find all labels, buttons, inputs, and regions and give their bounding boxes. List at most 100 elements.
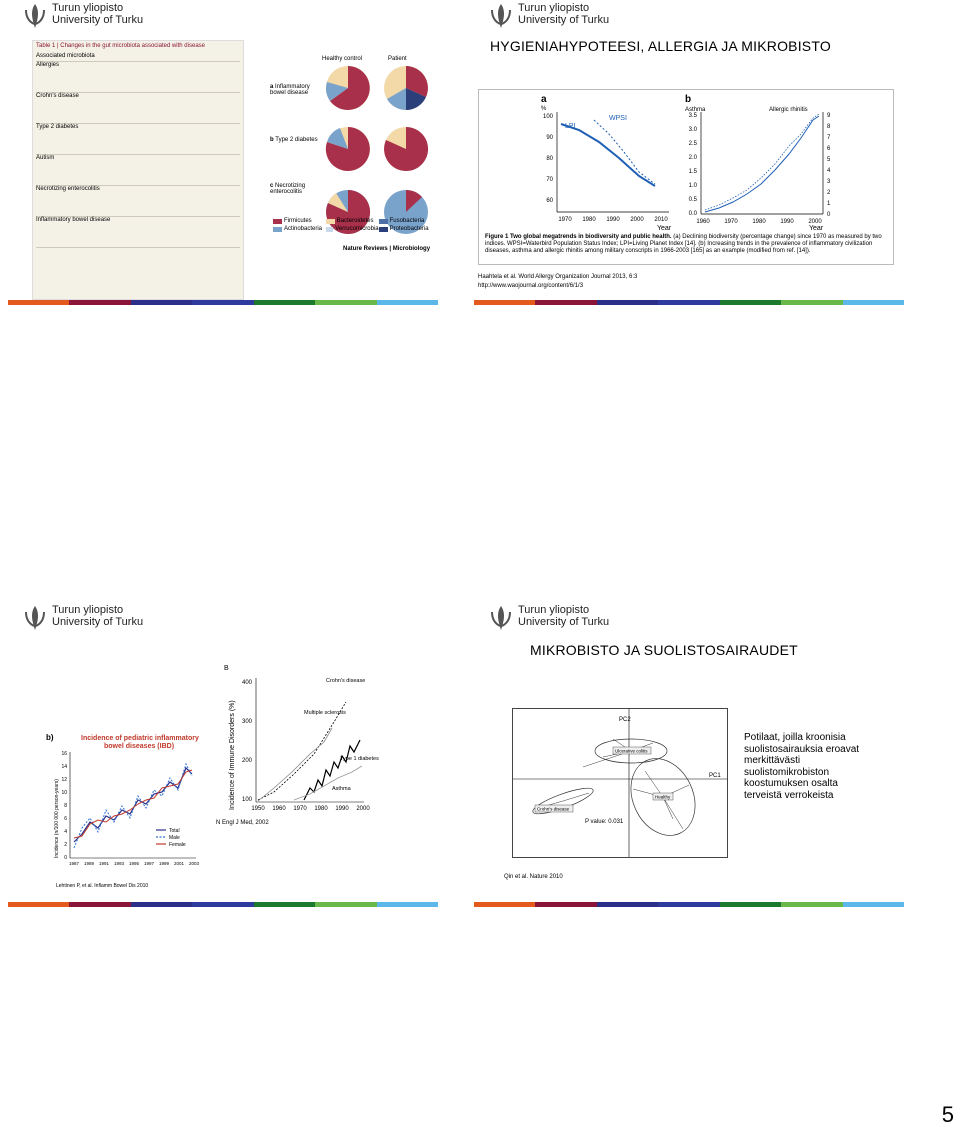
imm-ylabel: Incidence of Immune Disorders (%) <box>229 700 236 810</box>
cd-group-label: Crohn's disease <box>537 807 570 812</box>
y-tick-label: 0.5 <box>689 197 698 203</box>
color-stripe <box>474 300 904 305</box>
healthy-control-header: Healthy control <box>322 56 363 62</box>
legend-label: Verrucomicrobia <box>335 226 379 232</box>
stripe-segment <box>535 300 597 305</box>
x-tick-label: 1980 <box>582 217 596 223</box>
pie-ibd-patient <box>384 66 428 110</box>
slide-2: Turun yliopisto University of Turku HYGI… <box>474 0 904 310</box>
panel-a-label: a <box>541 94 547 105</box>
university-name-en: University of Turku <box>52 14 144 26</box>
y-tick-label-right: 2 <box>827 190 831 196</box>
y-tick-label-right: 1 <box>827 201 831 207</box>
table-title: Table 1 | Changes in the gut microbiota … <box>36 43 205 49</box>
university-logo: Turun yliopisto University of Turku <box>488 2 609 30</box>
y-tick-label-right: 4 <box>827 168 831 174</box>
crohns-label: Crohn's disease <box>326 678 365 684</box>
y-tick-label-right: 8 <box>827 124 831 130</box>
row-b-label: Type 2 diabetes <box>275 137 318 143</box>
y-tick-label: 90 <box>546 135 553 141</box>
table-row: Inflammatory bowel disease <box>36 217 240 248</box>
slide-title: MIKROBISTO JA SUOLISTOSAIRAUDET <box>530 642 798 658</box>
stripe-segment <box>376 902 438 907</box>
table-row: Crohn's disease <box>36 93 240 124</box>
rhinitis-series <box>704 113 820 211</box>
t1d-line <box>303 739 361 801</box>
stripe-segment <box>658 300 720 305</box>
x-tick-label: 1997 <box>144 861 155 866</box>
university-name-fi: Turun yliopisto <box>52 604 124 616</box>
university-emblem-icon <box>491 606 511 630</box>
wpsi-label: WPSI <box>609 115 627 122</box>
stripe-segment <box>315 902 377 907</box>
university-name-en: University of Turku <box>518 616 610 628</box>
stripe-segment <box>719 902 782 907</box>
imm-yticks: 400 300 200 100 <box>242 680 253 803</box>
x-tick-label: 1960 <box>696 219 710 225</box>
x-tick-label: 2003 <box>189 861 200 866</box>
y-tick-label: 0.0 <box>689 211 698 217</box>
pie-ibd-healthy <box>326 66 370 110</box>
stripe-segment <box>130 300 193 305</box>
row-a-label: Inflammatory bowel disease <box>270 84 310 96</box>
x-tick-label: 2010 <box>654 217 668 223</box>
stripe-segment <box>781 300 843 305</box>
y-tick-label-right: 5 <box>827 157 831 163</box>
y-tick-label-right: 0 <box>827 212 831 218</box>
x-tick-label: 1993 <box>114 861 125 866</box>
y-tick-label: 1.0 <box>689 183 698 189</box>
summary-line: merkittävästi <box>744 755 801 766</box>
x-tick-label: 1960 <box>272 806 286 812</box>
panel-b-yticks-left: 3.5 3.0 2.5 2.0 1.5 1.0 0.5 0.0 <box>689 113 698 217</box>
color-stripe <box>8 300 438 305</box>
uc-group-label: Ulcerative colitis <box>615 749 648 754</box>
table-row: Associated microbiota <box>36 53 240 62</box>
x-tick-label: 2001 <box>174 861 185 866</box>
y-tick-label: 10 <box>61 790 67 796</box>
ibd-ylabel: Incidence (n/100 000 person-years) <box>54 779 60 858</box>
summary-line: terveistä verrokeista <box>744 789 834 801</box>
asthma-line <box>293 765 363 801</box>
summary-text: Potilaat, joilla kroonisia suolistosairau… <box>744 732 859 801</box>
stripe-segment <box>192 902 254 907</box>
legend-item: Actinobacteria <box>273 226 326 232</box>
university-emblem-icon <box>25 606 45 630</box>
stripe-segment <box>376 300 438 305</box>
panel-b-xticks: 1960 1970 1980 1990 2000 <box>696 219 822 225</box>
university-emblem-icon <box>491 4 511 28</box>
y-tick-label: 70 <box>546 177 553 183</box>
legend-label: Bacteroidetes <box>336 218 374 224</box>
y-tick-label: 400 <box>242 680 253 686</box>
legend-label: Total <box>169 828 180 834</box>
stripe-segment <box>69 300 131 305</box>
citation-url[interactable]: http://www.waojournal.org/content/6/1/3 <box>478 283 584 289</box>
table-lines: Associated microbiota Allergies Crohn's di… <box>36 53 240 248</box>
legend-item: Verrucomicrobia <box>325 226 379 232</box>
table-row: Allergies <box>36 62 240 93</box>
university-name-fi: Turun yliopisto <box>518 604 590 616</box>
legend-item: Proteobacteria <box>378 226 432 232</box>
pca-plot: PC2 PC1 Ulcerative colitis Crohn's disea… <box>512 708 728 858</box>
y-tick-label: 60 <box>546 198 553 204</box>
ibd-source: Lehtinen P, et al. Inflamm Bowel Dis 201… <box>56 883 148 889</box>
pie-charts <box>325 66 429 234</box>
stripe-segment <box>130 902 193 907</box>
legend-swatch <box>325 218 335 224</box>
phylum-legend: Firmicutes Bacteroidetes Fusobacteria Actin… <box>273 218 433 234</box>
row-b-letter: b <box>270 137 274 143</box>
stripe-segment <box>658 902 720 907</box>
y-tick-label: 14 <box>61 764 67 770</box>
crohns-line <box>257 701 347 801</box>
y-tick-label: 12 <box>61 777 67 783</box>
stripe-segment <box>253 902 316 907</box>
panel-b-label: b <box>685 94 691 105</box>
pie-t2d-patient <box>384 126 429 171</box>
y-tick-label: 2 <box>64 842 67 848</box>
university-name-fi: Turun yliopisto <box>518 2 590 14</box>
table-row: Necrotizing enterocolitis <box>36 186 240 217</box>
legend-item: Firmicutes <box>273 218 326 224</box>
qin-source: Qin et al. Nature 2010 <box>504 874 563 880</box>
x-tick-label: 1980 <box>314 806 328 812</box>
x-tick-label: 2000 <box>356 806 370 812</box>
